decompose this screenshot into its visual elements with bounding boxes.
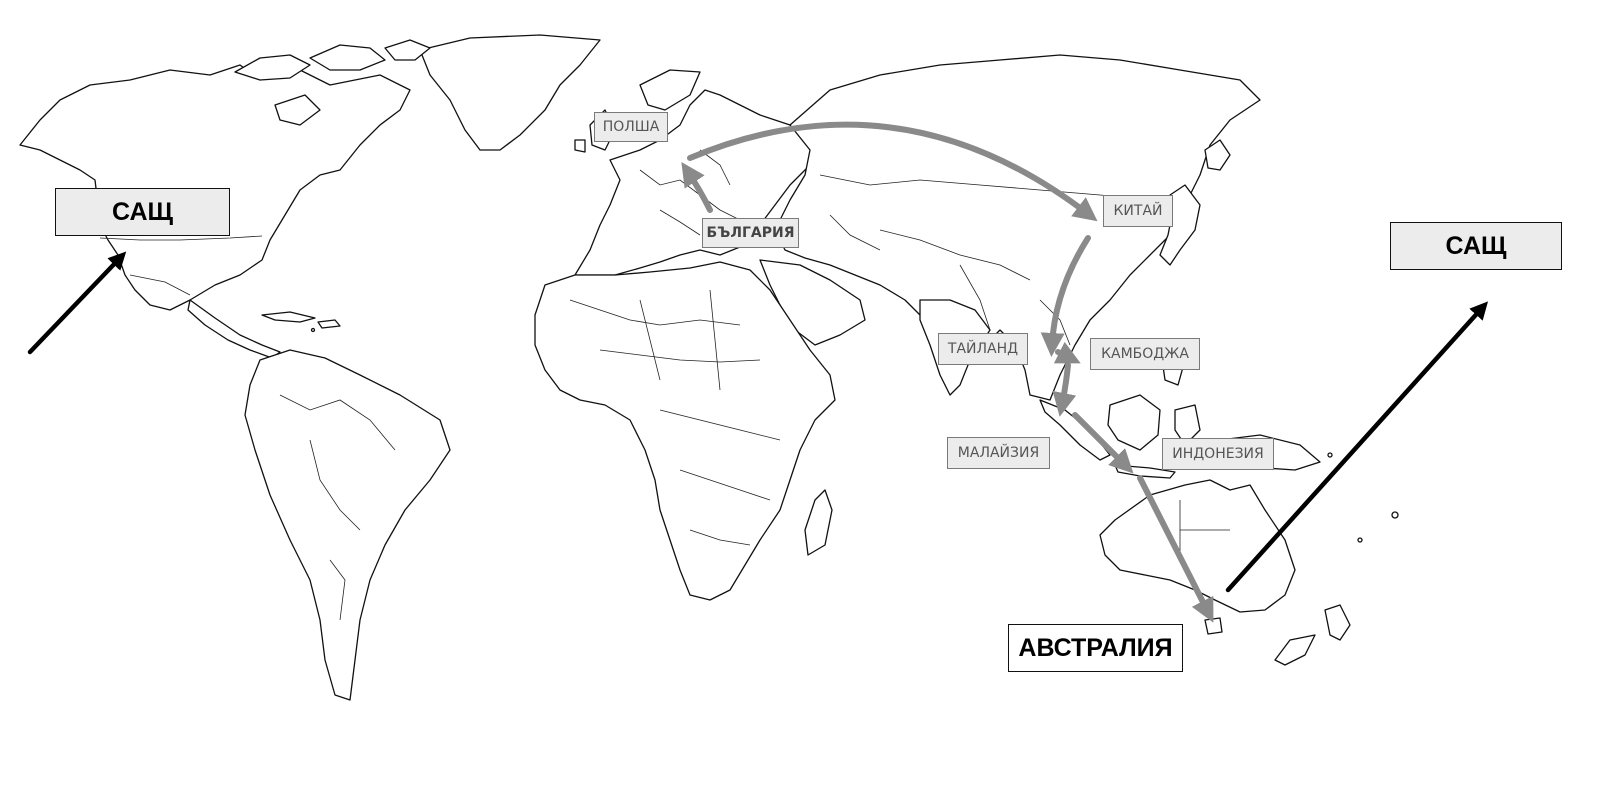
- new-zealand: [1324, 604, 1351, 641]
- label-indonesia: ИНДОНЕЗИЯ: [1162, 438, 1274, 470]
- label-bulgaria: БЪЛГАРИЯ: [702, 218, 799, 248]
- arrow-thailand-cambodia: [1053, 341, 1081, 364]
- africa: [534, 261, 836, 601]
- label-malaysia: МАЛАЙЗИЯ: [947, 437, 1050, 469]
- arrow-malaysia-indonesia: [1072, 412, 1134, 474]
- south-america: [244, 349, 451, 701]
- label-poland: ПОЛША: [594, 112, 668, 142]
- borneo: [1107, 394, 1161, 451]
- sumatra: [1039, 399, 1111, 461]
- greenland: [419, 34, 601, 151]
- arrow-from-usa-left: [27, 251, 127, 355]
- label-cambodia: КАМБОДЖА: [1090, 338, 1200, 370]
- arrow-poland-china: [687, 121, 1098, 222]
- arrow-china-thailand: [1040, 235, 1091, 357]
- label-australia: АВСТРАЛИЯ: [1008, 624, 1183, 672]
- label-usa-left: САЩ: [55, 188, 230, 236]
- arabia: [759, 259, 866, 346]
- label-usa-right: САЩ: [1390, 222, 1562, 270]
- label-china: КИТАЙ: [1103, 195, 1173, 227]
- arrow-indonesia-australia: [1137, 475, 1214, 623]
- central-america: [187, 299, 281, 359]
- asia: [774, 54, 1261, 401]
- arrow-bulgaria-poland: [681, 162, 713, 213]
- arrow-cambodia-malaysia: [1052, 362, 1077, 417]
- arrow-to-usa-right: [1225, 301, 1489, 593]
- label-thailand: ТАЙЛАНД: [938, 333, 1028, 365]
- australia-land: [1099, 479, 1296, 613]
